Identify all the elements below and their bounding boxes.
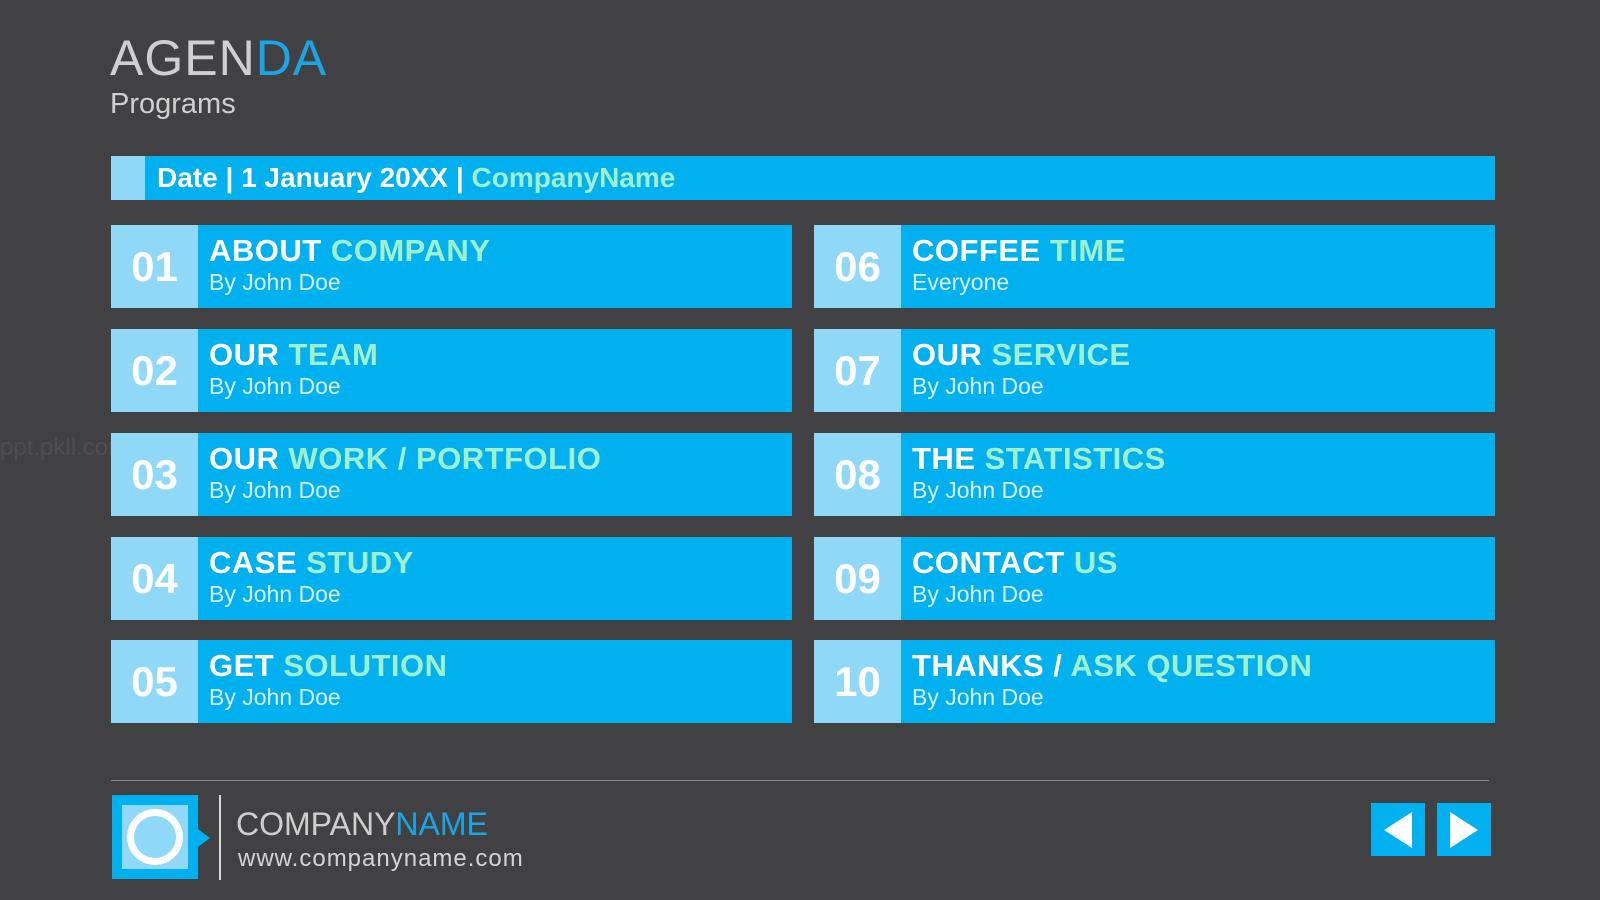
logo-inner bbox=[122, 805, 188, 869]
date-bar: Date | 1 January 20XX | CompanyName bbox=[111, 156, 1495, 200]
date-text: Date | 1 January 20XX | bbox=[157, 162, 472, 193]
agenda-number: 10 bbox=[814, 640, 901, 723]
agenda-presenter: By John Doe bbox=[209, 477, 341, 503]
date-bar-text: Date | 1 January 20XX | CompanyName bbox=[157, 162, 675, 194]
footer-separator bbox=[219, 795, 221, 880]
agenda-presenter: By John Doe bbox=[912, 477, 1044, 503]
watermark: ppt.pkll.com bbox=[0, 434, 129, 461]
agenda-number: 06 bbox=[814, 225, 901, 308]
agenda-presenter: Everyone bbox=[912, 269, 1010, 295]
agenda-heading: OUR SERVICE bbox=[912, 337, 1131, 372]
agenda-number: 05 bbox=[111, 640, 198, 723]
agenda-item-09[interactable]: 09 CONTACT US By John Doe bbox=[814, 537, 1495, 620]
agenda-presenter: By John Doe bbox=[209, 581, 341, 607]
next-button[interactable] bbox=[1437, 803, 1491, 856]
agenda-number: 03 bbox=[111, 433, 198, 516]
agenda-presenter: By John Doe bbox=[912, 373, 1044, 399]
agenda-heading: CASE STUDY bbox=[209, 545, 414, 580]
triangle-right-icon bbox=[1450, 811, 1478, 848]
agenda-item-04[interactable]: 04 CASE STUDY By John Doe bbox=[111, 537, 792, 620]
page-title: AGENDA bbox=[110, 30, 327, 86]
date-company: CompanyName bbox=[471, 162, 676, 193]
agenda-presenter: By John Doe bbox=[209, 373, 341, 399]
agenda-number: 09 bbox=[814, 537, 901, 620]
logo-pointer bbox=[198, 829, 210, 847]
agenda-item-07[interactable]: 07 OUR SERVICE By John Doe bbox=[814, 329, 1495, 412]
agenda-item-08[interactable]: 08 THE STATISTICS By John Doe bbox=[814, 433, 1495, 516]
agenda-heading: COFFEE TIME bbox=[912, 233, 1126, 268]
agenda-item-05[interactable]: 05 GET SOLUTION By John Doe bbox=[111, 640, 792, 723]
footer-divider bbox=[111, 780, 1489, 781]
page-subtitle: Programs bbox=[110, 88, 236, 120]
agenda-item-03[interactable]: 03 OUR WORK / PORTFOLIO By John Doe bbox=[111, 433, 792, 516]
agenda-number: 01 bbox=[111, 225, 198, 308]
agenda-heading: ABOUT COMPANY bbox=[209, 233, 491, 268]
agenda-number: 07 bbox=[814, 329, 901, 412]
prev-button[interactable] bbox=[1371, 803, 1425, 856]
agenda-item-02[interactable]: 02 OUR TEAM By John Doe bbox=[111, 329, 792, 412]
agenda-item-01[interactable]: 01 ABOUT COMPANY By John Doe bbox=[111, 225, 792, 308]
agenda-heading: THANKS / ASK QUESTION bbox=[912, 648, 1313, 683]
agenda-heading: GET SOLUTION bbox=[209, 648, 448, 683]
agenda-number: 08 bbox=[814, 433, 901, 516]
agenda-presenter: By John Doe bbox=[209, 684, 341, 710]
agenda-heading: OUR TEAM bbox=[209, 337, 379, 372]
title-main: AGEN bbox=[110, 30, 256, 86]
title-accent: DA bbox=[255, 30, 328, 86]
agenda-item-10[interactable]: 10 THANKS / ASK QUESTION By John Doe bbox=[814, 640, 1495, 723]
agenda-item-06[interactable]: 06 COFFEE TIME Everyone bbox=[814, 225, 1495, 308]
agenda-number: 04 bbox=[111, 537, 198, 620]
footer-company-name: COMPANYNAME bbox=[236, 806, 488, 842]
agenda-heading: OUR WORK / PORTFOLIO bbox=[209, 441, 602, 476]
triangle-left-icon bbox=[1384, 811, 1412, 848]
ring-logo-icon bbox=[112, 795, 198, 879]
agenda-heading: CONTACT US bbox=[912, 545, 1118, 580]
agenda-presenter: By John Doe bbox=[912, 581, 1044, 607]
agenda-number: 02 bbox=[111, 329, 198, 412]
agenda-presenter: By John Doe bbox=[912, 684, 1044, 710]
agenda-presenter: By John Doe bbox=[209, 269, 341, 295]
footer-company-url[interactable]: www.companyname.com bbox=[238, 845, 524, 872]
date-bar-stub bbox=[111, 156, 145, 200]
agenda-heading: THE STATISTICS bbox=[912, 441, 1166, 476]
logo-ring bbox=[127, 809, 183, 865]
page-header: AGENDA Programs bbox=[110, 30, 327, 121]
